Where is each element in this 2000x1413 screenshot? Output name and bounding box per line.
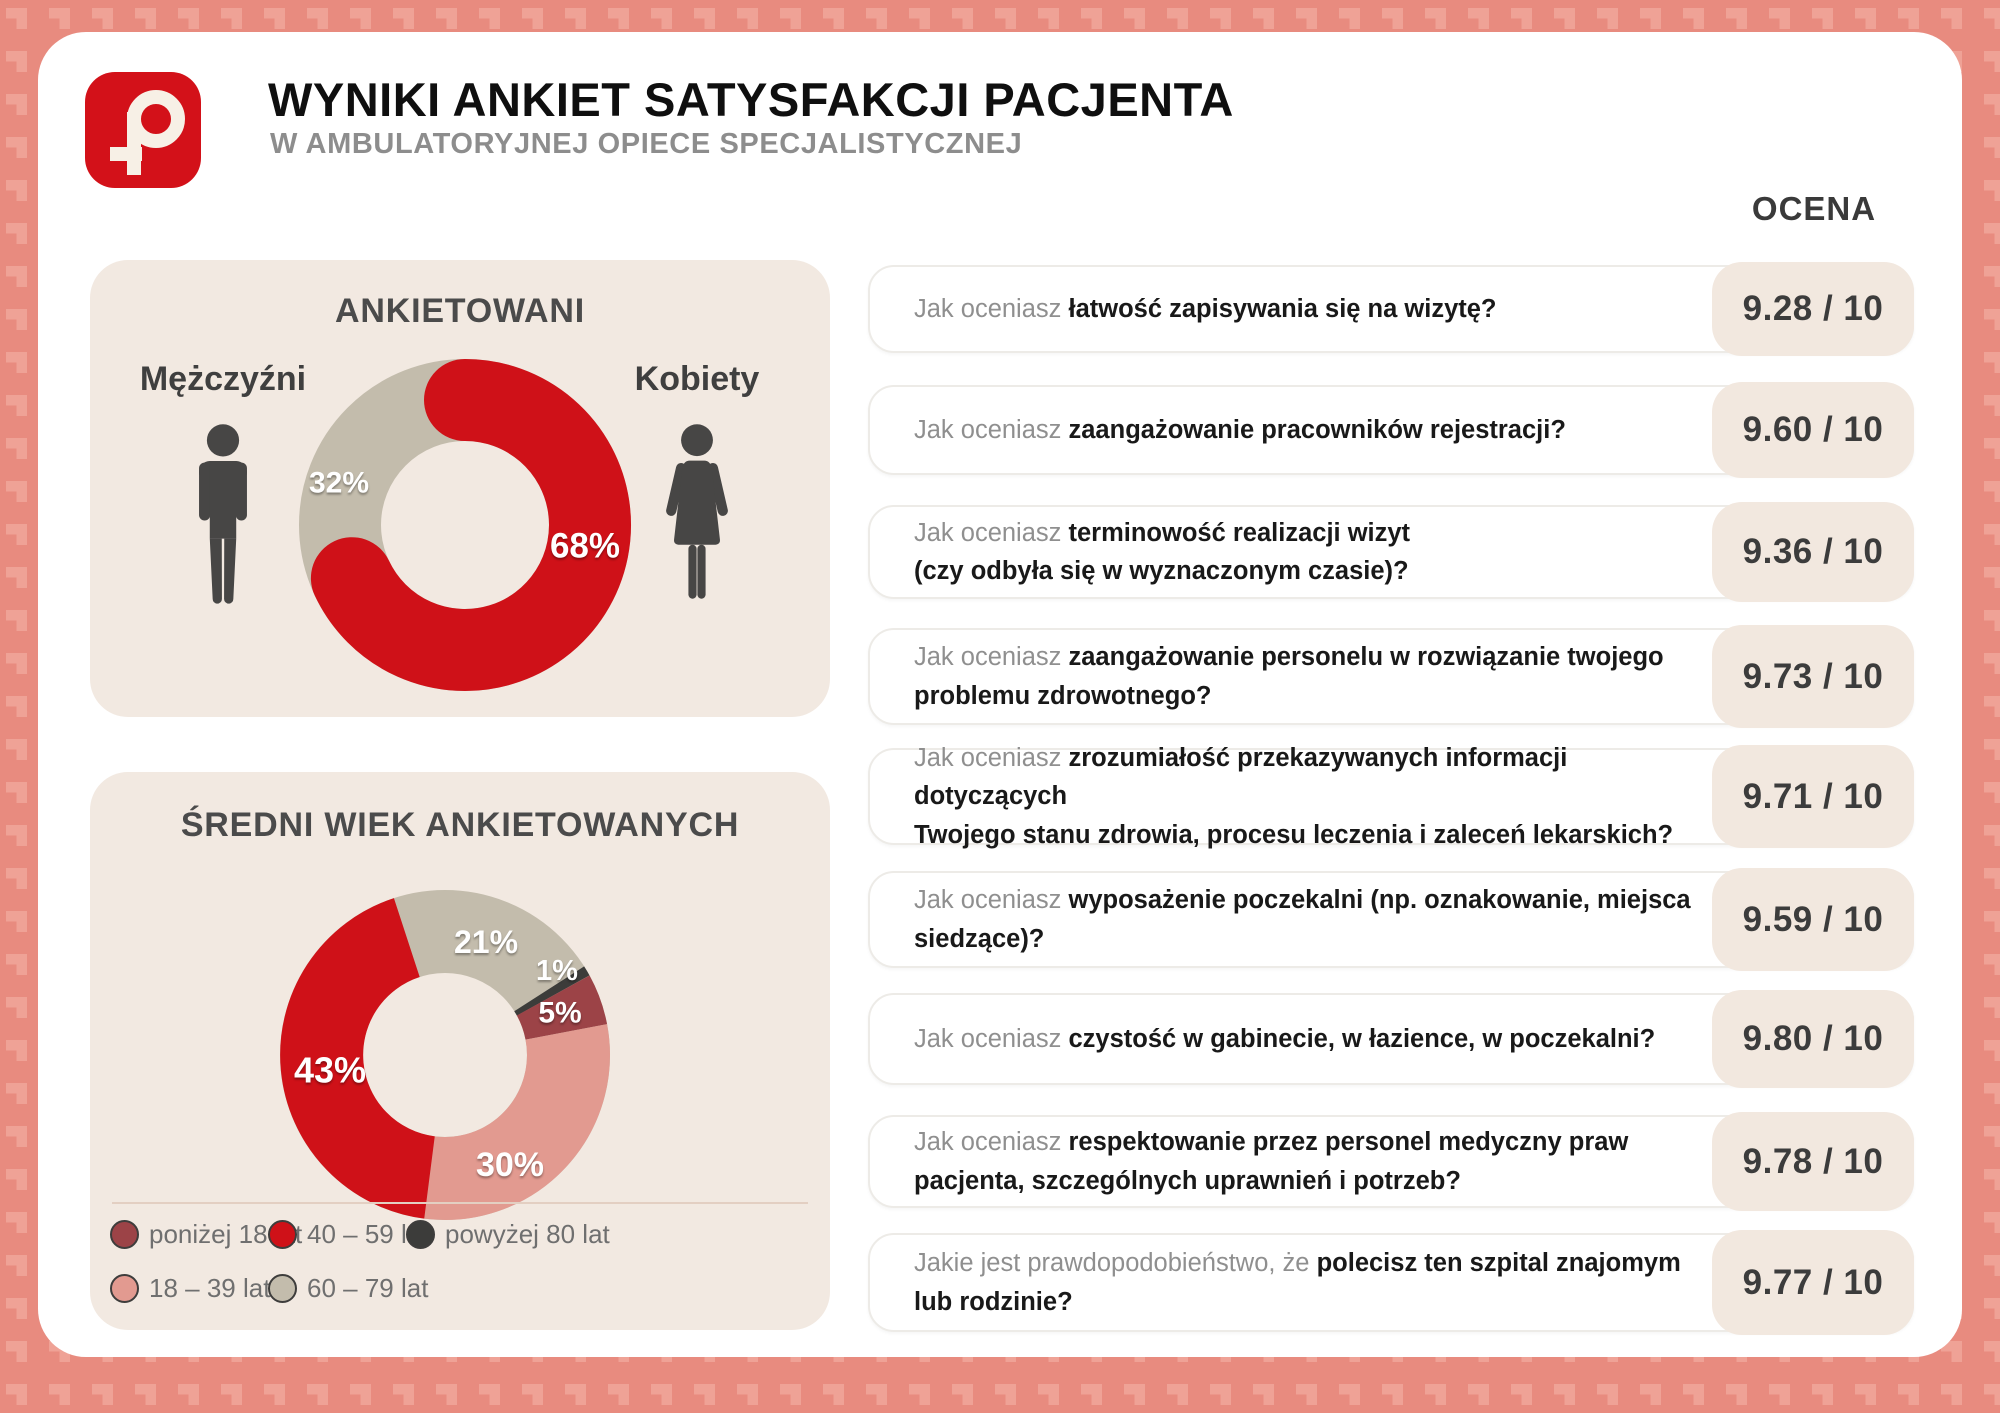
pct-40-59: 43% (294, 1050, 366, 1091)
score-value: 9.36 / 10 (1742, 532, 1884, 571)
pct-under-18: 5% (538, 997, 581, 1030)
pct-80-plus: 1% (536, 955, 578, 987)
hospital-logo-icon (85, 72, 201, 188)
female-group: Kobiety (592, 360, 802, 616)
score-value: 9.80 / 10 (1742, 1019, 1884, 1058)
score-value: 9.59 / 10 (1742, 899, 1884, 939)
legend-divider (112, 1202, 808, 1204)
score-value: 9.77 / 10 (1742, 1262, 1884, 1302)
question-row: Jak oceniasz zaangażowanie personelu w r… (868, 625, 1914, 728)
question-row: Jak oceniasz łatwość zapisywania się na … (868, 262, 1914, 356)
pct-18-39: 30% (476, 1146, 544, 1184)
score-chip: 9.60 / 10 (1712, 382, 1914, 478)
swatch-80-plus (406, 1219, 435, 1249)
gender-panel-title: ANKIETOWANI (335, 292, 585, 330)
legend-item-40-59: 40 – 59 lat (268, 1216, 428, 1252)
legend-item-80-plus: powyżej 80 lat (406, 1216, 610, 1252)
question-text: Jak oceniasz łatwość zapisywania się na … (914, 294, 1497, 323)
score-chip: 9.73 / 10 (1712, 625, 1914, 728)
age-panel-title: ŚREDNI WIEK ANKIETOWANYCH (180, 806, 740, 844)
question-row: Jakie jest prawdopodobieństwo, że poleci… (868, 1230, 1914, 1335)
question-text: Jak oceniasz respektowanie przez persone… (914, 1128, 1629, 1195)
question-text: Jak oceniasz zaangażowanie personelu w r… (914, 643, 1664, 710)
female-label: Kobiety (634, 360, 760, 398)
swatch-40-59 (268, 1219, 297, 1249)
score-chip: 9.28 / 10 (1712, 262, 1914, 356)
female-segment (310, 359, 631, 691)
segment-18-39 (424, 1024, 610, 1220)
page-title: WYNIKI ANKIET SATYSFAKCJI PACJENTA (268, 73, 1234, 126)
score-column-header: OCENA (1751, 190, 1877, 227)
question-text: Jak oceniasz terminowość realizacji wizy… (914, 518, 1411, 585)
swatch-under-18 (110, 1219, 139, 1249)
score-chip: 9.80 / 10 (1712, 990, 1914, 1088)
question-row: Jak oceniasz zrozumiałość przekazywanych… (868, 744, 1914, 849)
question-row: Jak oceniasz respektowanie przez persone… (868, 1112, 1914, 1211)
score-chip: 9.36 / 10 (1712, 502, 1914, 602)
gender-panel: ANKIETOWANI Mężczyźni Kobiety (90, 260, 830, 717)
female-icon (666, 424, 728, 599)
legend-item-60-79: 60 – 79 lat (268, 1270, 428, 1306)
pct-60-79: 21% (454, 924, 518, 960)
question-row: Jak oceniasz wyposażenie poczekalni (np.… (868, 868, 1914, 971)
score-chip: 9.59 / 10 (1712, 868, 1914, 971)
question-text: Jakie jest prawdopodobieństwo, że poleci… (914, 1249, 1681, 1316)
question-row: Jak oceniasz czystość w gabinecie, w łaz… (868, 990, 1914, 1088)
legend-label: powyżej 80 lat (445, 1218, 610, 1249)
question-text: Jak oceniasz zaangażowanie pracowników r… (914, 415, 1566, 444)
score-value: 9.60 / 10 (1742, 410, 1884, 449)
male-group: Mężczyźni (118, 360, 328, 618)
score-chip: 9.71 / 10 (1712, 745, 1914, 848)
question-text: Jak oceniasz zrozumiałość przekazywanych… (914, 744, 1674, 849)
question-text: Jak oceniasz czystość w gabinecie, w łaz… (914, 1024, 1656, 1053)
legend-label: 18 – 39 lat (149, 1272, 271, 1303)
question-row: Jak oceniasz terminowość realizacji wizy… (868, 502, 1914, 602)
page-subtitle: W AMBULATORYJNEJ OPIECE SPECJALISTYCZNEJ (270, 128, 1023, 160)
score-value: 9.28 / 10 (1742, 289, 1884, 328)
age-donut-chart: 21% 1% 5% 30% 43% (280, 890, 610, 1220)
gender-donut-chart: 32% 68% (299, 359, 631, 691)
legend-item-18-39: 18 – 39 lat (110, 1270, 270, 1306)
segment-40-59 (280, 898, 437, 1219)
male-icon (199, 424, 247, 604)
question-row: Jak oceniasz zaangażowanie pracowników r… (868, 382, 1914, 478)
swatch-60-79 (268, 1273, 297, 1303)
score-value: 9.78 / 10 (1742, 1141, 1884, 1181)
score-chip: 9.77 / 10 (1712, 1230, 1914, 1335)
age-panel: ŚREDNI WIEK ANKIETOWANYCH 21% 1% 5% 30% … (90, 772, 830, 1330)
male-label: Mężczyźni (139, 360, 307, 398)
segment-80-plus (514, 966, 590, 1016)
score-value: 9.71 / 10 (1742, 776, 1884, 816)
legend-label: 60 – 79 lat (307, 1272, 429, 1303)
question-text: Jak oceniasz wyposażenie poczekalni (np.… (914, 886, 1691, 953)
male-percentage: 32% (309, 467, 369, 500)
score-value: 9.73 / 10 (1742, 656, 1884, 696)
swatch-18-39 (110, 1273, 139, 1303)
score-chip: 9.78 / 10 (1712, 1112, 1914, 1211)
segment-under-18 (516, 975, 608, 1041)
female-percentage: 68% (550, 527, 620, 566)
